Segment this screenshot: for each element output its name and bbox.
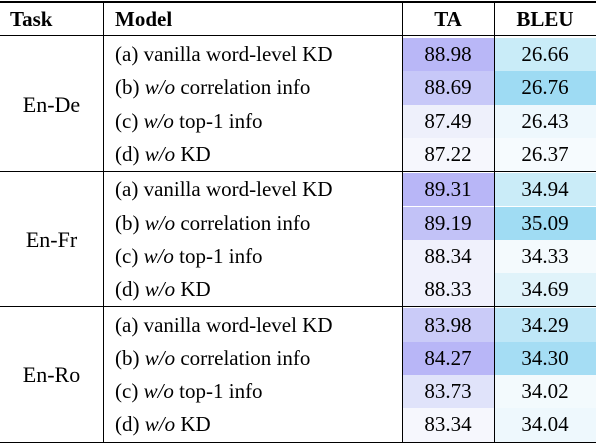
ta-cell: 88.34 — [402, 239, 494, 274]
table-row: (d) w/o KD 83.34 34.04 — [0, 408, 596, 442]
task-divider — [103, 1, 104, 443]
header-rule — [0, 35, 596, 36]
task-label: En-De — [22, 91, 81, 117]
model-name: KD — [175, 142, 211, 167]
bleu-cell: 34.04 — [494, 408, 596, 442]
top-rule — [0, 1, 596, 3]
header-ta: TA — [434, 6, 462, 31]
model-prefix: (d) — [115, 277, 145, 302]
model-divider — [402, 1, 403, 443]
model-name: top-1 info — [173, 243, 263, 268]
table-row: (a) vanilla word-level KD 89.31 34.94 — [0, 173, 596, 207]
table-row: (c) w/o top-1 info 87.49 26.43 — [0, 104, 596, 138]
model-cell: (b) w/o correlation info — [103, 342, 402, 375]
model-italic: w/o — [143, 243, 174, 268]
ta-cell: 87.49 — [402, 104, 494, 138]
table-row: (d) w/o KD 87.22 26.37 — [0, 137, 596, 172]
model-prefix: (d) — [115, 412, 145, 437]
model-italic: w/o — [144, 345, 176, 370]
model-italic: w/o — [144, 75, 176, 100]
model-name: KD — [175, 277, 211, 302]
model-prefix: (b) — [115, 210, 145, 235]
table-row: (b) w/o correlation info 84.27 34.30 — [0, 341, 596, 375]
model-prefix: (c) — [115, 379, 144, 404]
bleu-cell: 34.33 — [494, 239, 596, 274]
model-name: vanilla word-level KD — [143, 42, 333, 67]
header-model: Model — [115, 6, 173, 31]
bleu-cell: 34.94 — [494, 173, 596, 207]
model-cell: (d) w/o KD — [103, 273, 402, 306]
header-row: Task Model TA BLEU — [0, 3, 596, 35]
model-name: vanilla word-level KD — [143, 312, 333, 337]
model-cell: (b) w/o correlation info — [103, 207, 402, 240]
table-row: (b) w/o correlation info 89.19 35.09 — [0, 206, 596, 240]
bleu-cell: 34.02 — [494, 375, 596, 409]
model-cell: (c) w/o top-1 info — [103, 105, 402, 138]
bleu-cell: 26.66 — [494, 38, 596, 72]
table-row: (b) w/o correlation info 88.69 26.76 — [0, 71, 596, 105]
task-label: En-Ro — [22, 361, 81, 387]
ta-cell: 84.27 — [402, 341, 494, 375]
bleu-cell: 34.69 — [494, 273, 596, 307]
model-italic: w/o — [143, 379, 174, 404]
table-row: (c) w/o top-1 info 83.73 34.02 — [0, 375, 596, 409]
task-label: En-Fr — [25, 226, 78, 252]
group-rule — [0, 171, 596, 173]
bleu-cell: 34.29 — [494, 308, 596, 342]
table-row: (c) w/o top-1 info 88.34 34.33 — [0, 239, 596, 274]
header-task: Task — [10, 6, 53, 31]
model-italic: w/o — [144, 142, 176, 167]
table-row: (a) vanilla word-level KD 88.98 26.66 — [0, 38, 596, 72]
ta-cell: 83.98 — [402, 308, 494, 342]
bleu-cell: 34.30 — [494, 341, 596, 375]
ta-divider — [494, 1, 495, 443]
bleu-cell: 26.37 — [494, 137, 596, 172]
ta-cell: 83.34 — [402, 408, 494, 442]
model-name: top-1 info — [173, 379, 263, 404]
ta-cell: 83.73 — [402, 375, 494, 409]
ta-cell: 88.69 — [402, 71, 494, 105]
table-row: (d) w/o KD 88.33 34.69 — [0, 273, 596, 307]
model-prefix: (b) — [115, 345, 145, 370]
bleu-cell: 26.76 — [494, 71, 596, 105]
bleu-cell: 26.43 — [494, 104, 596, 138]
model-name: top-1 info — [173, 108, 263, 133]
model-prefix: (a) — [115, 312, 144, 337]
model-italic: w/o — [144, 210, 176, 235]
ta-cell: 87.22 — [402, 137, 494, 172]
model-cell: (b) w/o correlation info — [103, 71, 402, 104]
model-cell: (a) vanilla word-level KD — [103, 308, 402, 341]
ta-cell: 88.98 — [402, 38, 494, 72]
model-cell: (c) w/o top-1 info — [103, 375, 402, 408]
model-cell: (d) w/o KD — [103, 408, 402, 441]
model-prefix: (c) — [115, 108, 144, 133]
bleu-cell: 35.09 — [494, 206, 596, 240]
model-cell: (a) vanilla word-level KD — [103, 173, 402, 206]
model-name: correlation info — [175, 210, 311, 235]
model-prefix: (b) — [115, 75, 145, 100]
model-name: KD — [175, 412, 211, 437]
model-prefix: (d) — [115, 142, 145, 167]
model-name: correlation info — [175, 345, 311, 370]
model-italic: w/o — [144, 277, 176, 302]
table-row: (a) vanilla word-level KD 83.98 34.29 — [0, 308, 596, 342]
model-prefix: (a) — [115, 42, 144, 67]
model-cell: (d) w/o KD — [103, 138, 402, 171]
header-bleu: BLEU — [516, 6, 574, 31]
model-cell: (c) w/o top-1 info — [103, 240, 402, 273]
ta-cell: 89.31 — [402, 173, 494, 207]
ta-cell: 88.33 — [402, 273, 494, 307]
model-prefix: (c) — [115, 243, 144, 268]
model-name: correlation info — [175, 75, 311, 100]
model-italic: w/o — [144, 412, 176, 437]
ta-cell: 89.19 — [402, 206, 494, 240]
group-rule — [0, 306, 596, 308]
model-name: vanilla word-level KD — [143, 177, 333, 202]
model-cell: (a) vanilla word-level KD — [103, 38, 402, 71]
model-prefix: (a) — [115, 177, 144, 202]
model-italic: w/o — [143, 108, 174, 133]
